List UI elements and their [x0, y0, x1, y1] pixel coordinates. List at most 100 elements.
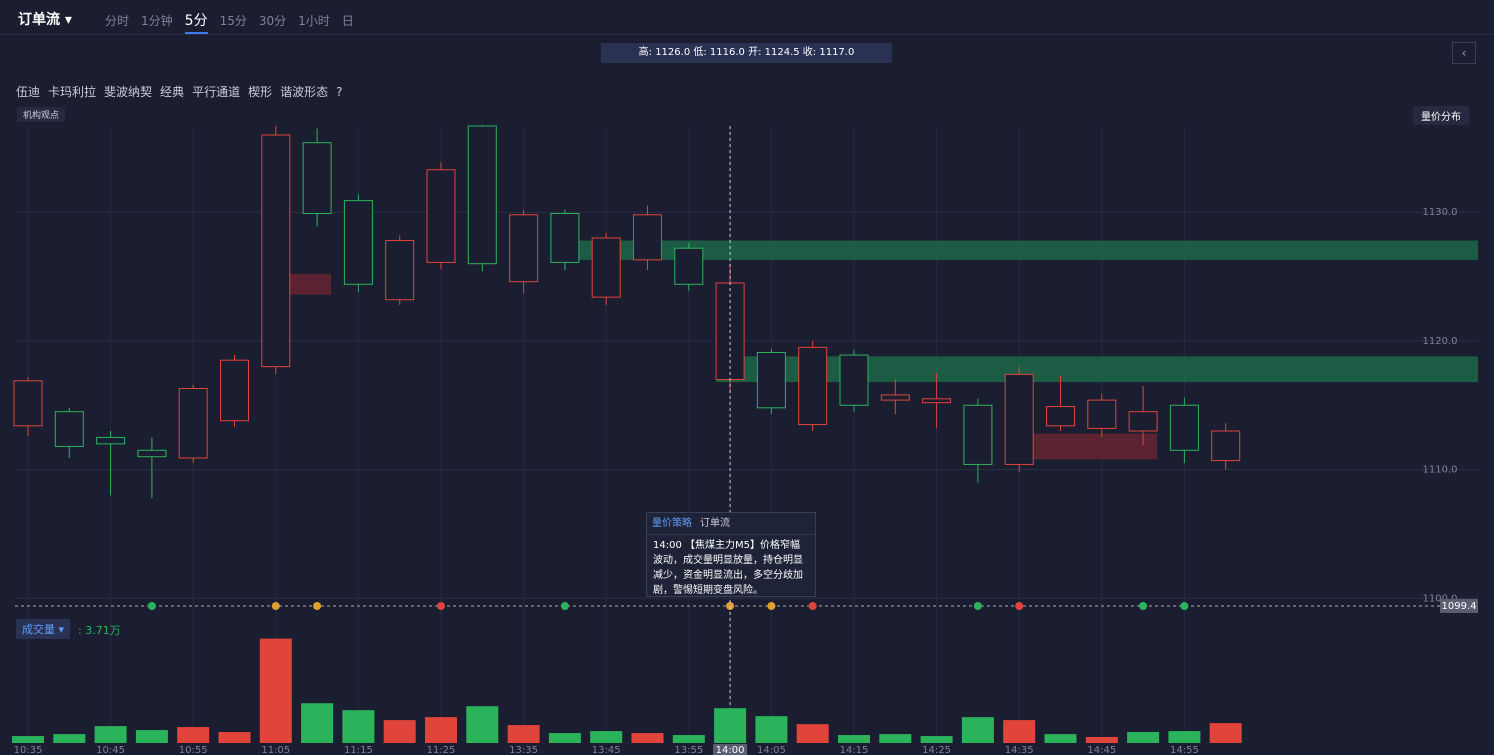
signal-dot: [726, 601, 735, 610]
volume-bar: [383, 720, 416, 743]
signal-dot: [1180, 601, 1189, 610]
volume-bar: [1127, 732, 1160, 743]
candle-body: [674, 247, 704, 285]
volume-bar: [177, 727, 210, 743]
volume-bar: [1168, 731, 1201, 743]
price-zone: [716, 356, 1478, 383]
x-tick-label: 13:45: [592, 745, 621, 755]
distribution-text: 量价分布: [1421, 112, 1461, 123]
candle-body: [302, 142, 332, 215]
volume-bar: [259, 638, 292, 743]
y-tick-label: 1130.0: [1423, 207, 1458, 218]
candle-body: [839, 354, 869, 406]
candle-body: [798, 346, 828, 426]
period-tab[interactable]: 5分: [184, 10, 208, 34]
volume-value: : 3.71万: [78, 624, 121, 637]
tooltip: 量价策略 订单流 14:00 【焦煤主力M5】价格窄幅波动，成交量明显放量，持仓明…: [646, 512, 816, 597]
tool-item[interactable]: 谐波形态: [280, 85, 329, 99]
candle-body: [467, 125, 497, 265]
candle-body: [137, 449, 167, 458]
price-zone: [550, 240, 1478, 260]
x-tick-label: 14:05: [757, 745, 786, 755]
signal-dot: [808, 601, 817, 610]
candle-body: [220, 359, 249, 422]
last-price-label: 1099.4: [1442, 601, 1477, 612]
volume-selector[interactable]: 成交量 ▾: [16, 619, 71, 639]
tool-item[interactable]: 伍迪: [16, 85, 41, 99]
volume-bar: [342, 710, 375, 743]
title[interactable]: 订单流 ▾: [18, 12, 72, 28]
tool-item[interactable]: 卡玛利拉: [48, 85, 97, 99]
candle-body: [261, 134, 291, 368]
volume-bar: [548, 733, 581, 743]
period-tab[interactable]: 30分: [258, 14, 287, 28]
candle-body: [591, 237, 621, 298]
volume-bar: [218, 732, 251, 743]
volume-bar: [796, 724, 829, 743]
x-tick-label: 13:35: [509, 745, 538, 755]
signal-dot: [767, 601, 776, 610]
volume-bar: [920, 736, 953, 743]
signal-dot: [973, 601, 982, 610]
time-highlight: [713, 744, 748, 755]
tooltip-tab[interactable]: 量价策略: [652, 518, 692, 529]
candle-body: [880, 394, 910, 401]
y-tick-label: 1120.0: [1423, 336, 1458, 347]
x-tick-label: 14:35: [1005, 745, 1034, 755]
last-price-tag: [1440, 598, 1478, 613]
volume-bar: [961, 717, 994, 743]
candle-body: [178, 388, 208, 459]
tooltip-tab[interactable]: 订单流: [700, 518, 730, 529]
candle-body: [1169, 404, 1199, 451]
candle-body: [1087, 399, 1117, 429]
volume-bar: [1003, 720, 1036, 743]
volume-bar: [466, 706, 499, 743]
tool-item[interactable]: 经典: [160, 85, 185, 99]
period-tab[interactable]: 1分钟: [141, 14, 173, 28]
volume-bar: [590, 731, 623, 743]
tool-item[interactable]: 楔形: [248, 85, 273, 99]
candle-body: [426, 169, 456, 263]
tool-bar: 伍迪 卡玛利拉 斐波纳契 经典 平行通道 楔形 谐波形态?: [16, 83, 350, 100]
tool-item[interactable]: 平行通道: [192, 85, 241, 99]
tooltip-time: 14:00: [653, 540, 682, 551]
period-tab[interactable]: 15分: [219, 14, 247, 28]
period-tab[interactable]: 分时: [105, 14, 130, 28]
collapse-button[interactable]: ‹: [1452, 42, 1476, 64]
volume-bar: [1085, 736, 1118, 743]
signal-dot: [437, 601, 445, 610]
candle-body: [756, 351, 786, 409]
x-tick-label: 14:45: [1087, 745, 1116, 755]
volume-bar: [631, 733, 664, 743]
volume-bar: [425, 717, 457, 743]
x-tick-label: 10:55: [179, 745, 208, 755]
volume-bar: [94, 726, 127, 743]
volume-bar: [12, 736, 44, 743]
candle-body: [96, 436, 126, 445]
ohlc-box: 高: 1126.0 低: 1116.0 开: 1124.5 收: 1117.0: [601, 43, 892, 63]
candle-body: [633, 214, 662, 261]
signal-dot: [1015, 601, 1024, 610]
volume-bar: [53, 734, 86, 743]
x-tick-label: 14:55: [1170, 745, 1199, 755]
signal-dot: [560, 601, 569, 610]
volume-bar: [507, 725, 540, 743]
x-tick-label: 11:25: [427, 745, 456, 755]
signal-dot: [147, 601, 156, 610]
x-tick-label: 14:15: [840, 745, 869, 755]
distribution-button[interactable]: 量价分布: [1413, 106, 1469, 125]
volume-bar: [879, 734, 912, 743]
volume-bar: [1209, 723, 1242, 743]
candle-body: [922, 398, 952, 404]
period-tab[interactable]: 日: [341, 14, 354, 28]
period-tab[interactable]: 1小时: [298, 14, 330, 28]
candle-body: [385, 240, 415, 301]
tool-item[interactable]: 斐波纳契: [104, 85, 153, 99]
help-icon[interactable]: ?: [336, 84, 343, 99]
candle-body: [1211, 430, 1241, 462]
badge[interactable]: 机构观点: [17, 107, 66, 122]
y-tick-label: 1100.0: [1423, 593, 1458, 604]
title-text: 订单流: [18, 12, 60, 28]
candle-body: [963, 404, 993, 465]
